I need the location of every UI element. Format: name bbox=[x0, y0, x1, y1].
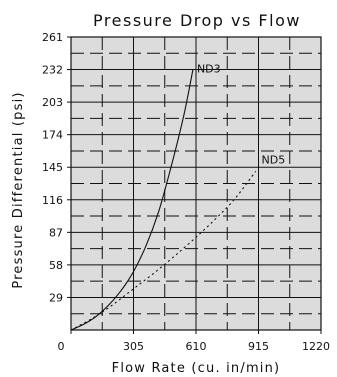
y-tick-label: 87 bbox=[49, 226, 63, 239]
series-annotation-nd3: ND3 bbox=[197, 63, 221, 76]
series-annotation-nd5: ND5 bbox=[262, 154, 286, 167]
y-tick-label: 232 bbox=[42, 64, 63, 77]
series-layer bbox=[70, 69, 256, 331]
y-axis-label: Pressure Differential (psi) bbox=[11, 91, 26, 288]
x-tick-label: 915 bbox=[248, 340, 269, 353]
y-tick-label: 58 bbox=[49, 259, 63, 272]
x-tick-label: 610 bbox=[186, 340, 207, 353]
tick-layer: 29 58 87 116 145 174 203 232 261 0 305 610 915 1220 bbox=[42, 31, 330, 353]
y-tick-label: 174 bbox=[42, 129, 63, 142]
grid-layer bbox=[70, 36, 322, 331]
y-tick-label: 29 bbox=[49, 291, 63, 304]
y-tick-label: 203 bbox=[42, 96, 63, 109]
y-tick-label: 261 bbox=[42, 31, 63, 44]
y-tick-label: 116 bbox=[42, 194, 63, 207]
y-tick-label: 145 bbox=[42, 161, 63, 174]
x-axis-label: Flow Rate (cu. in/min) bbox=[112, 361, 281, 376]
x-tick-label: 0 bbox=[58, 340, 65, 353]
annotation-layer: ND3 ND5 bbox=[197, 63, 285, 167]
x-tick-label: 1220 bbox=[302, 340, 330, 353]
series-line-nd3 bbox=[70, 69, 194, 331]
chart-title: Pressure Drop vs Flow bbox=[93, 11, 301, 30]
x-tick-label: 305 bbox=[123, 340, 144, 353]
